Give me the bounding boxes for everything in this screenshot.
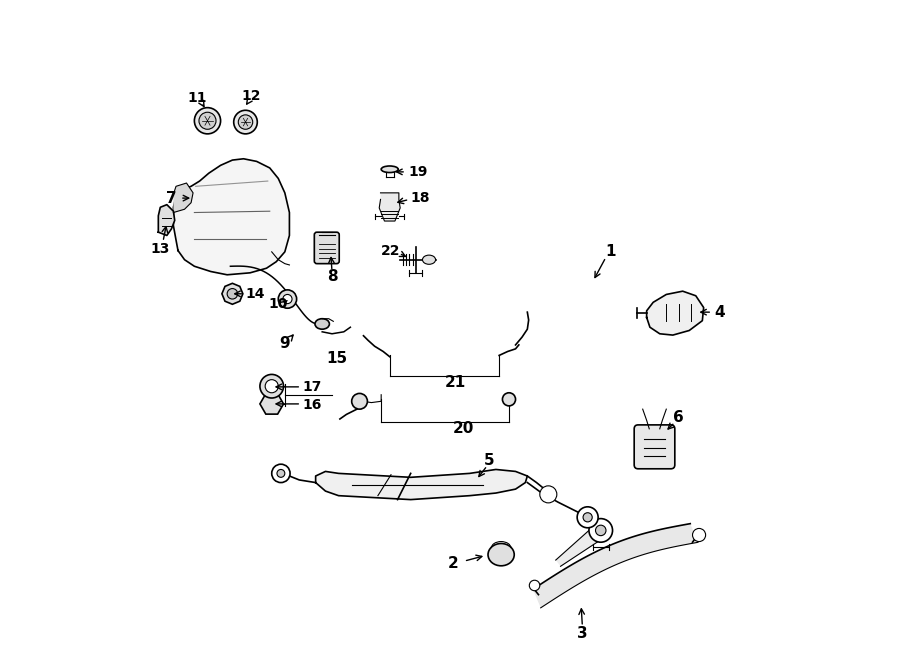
Text: 9: 9	[280, 336, 290, 351]
Circle shape	[277, 469, 284, 477]
Text: 21: 21	[445, 375, 466, 391]
Circle shape	[596, 525, 606, 535]
Circle shape	[583, 513, 592, 522]
Text: 19: 19	[408, 165, 427, 179]
Polygon shape	[379, 193, 400, 221]
Text: 14: 14	[246, 288, 265, 301]
Text: 15: 15	[327, 350, 347, 366]
Text: 5: 5	[484, 453, 495, 468]
Circle shape	[234, 110, 257, 134]
Text: 6: 6	[672, 410, 683, 424]
Polygon shape	[158, 205, 175, 235]
Circle shape	[577, 507, 598, 527]
Text: 1: 1	[606, 245, 616, 259]
Circle shape	[272, 464, 290, 483]
Text: 11: 11	[187, 91, 207, 105]
Ellipse shape	[382, 166, 398, 173]
Text: 4: 4	[715, 305, 725, 320]
FancyBboxPatch shape	[314, 232, 339, 264]
Circle shape	[502, 393, 516, 406]
Polygon shape	[174, 183, 194, 213]
Circle shape	[692, 528, 706, 541]
Text: 18: 18	[410, 191, 430, 205]
Text: 12: 12	[241, 89, 260, 103]
Circle shape	[589, 519, 613, 542]
Circle shape	[266, 379, 278, 393]
Text: 8: 8	[327, 269, 338, 284]
Polygon shape	[646, 292, 704, 335]
Polygon shape	[316, 469, 527, 500]
Text: 10: 10	[268, 297, 288, 311]
Polygon shape	[174, 159, 290, 275]
Ellipse shape	[422, 255, 436, 264]
Circle shape	[227, 289, 238, 299]
Ellipse shape	[488, 543, 514, 566]
Circle shape	[260, 374, 284, 398]
Text: 20: 20	[453, 421, 473, 436]
Text: 17: 17	[302, 380, 322, 394]
FancyBboxPatch shape	[634, 425, 675, 469]
Text: 16: 16	[302, 397, 322, 412]
Circle shape	[283, 294, 292, 303]
Circle shape	[278, 290, 297, 308]
Text: 22: 22	[382, 243, 400, 258]
Circle shape	[199, 112, 216, 130]
Polygon shape	[556, 524, 606, 566]
Text: 13: 13	[150, 241, 170, 256]
Text: 2: 2	[448, 556, 459, 570]
Polygon shape	[533, 524, 698, 608]
Circle shape	[352, 393, 367, 409]
Ellipse shape	[315, 319, 329, 329]
Circle shape	[540, 486, 557, 503]
Circle shape	[194, 108, 220, 134]
Circle shape	[529, 580, 540, 591]
Text: 7: 7	[166, 190, 176, 206]
Text: 3: 3	[577, 626, 588, 641]
Circle shape	[238, 115, 253, 130]
